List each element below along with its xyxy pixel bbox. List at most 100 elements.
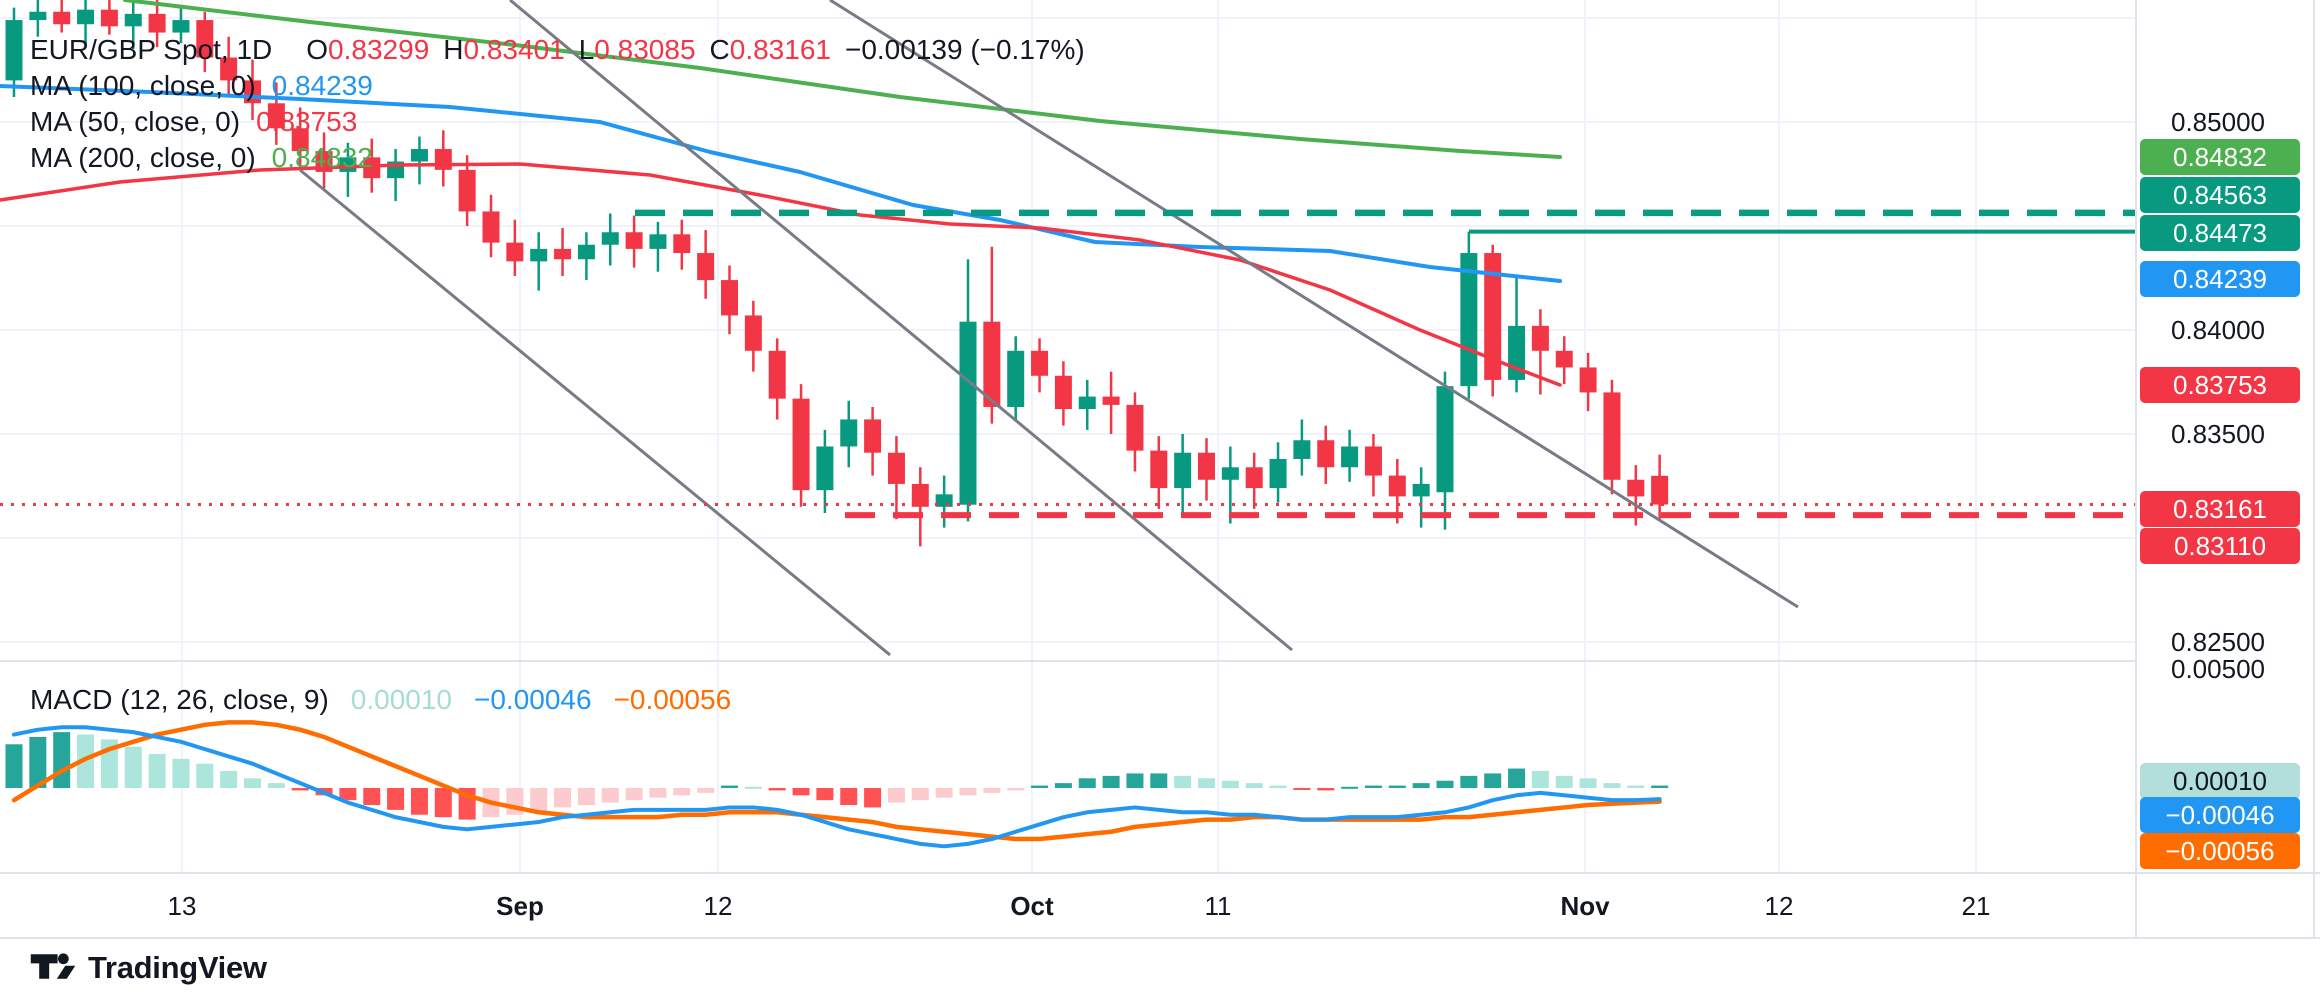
macd-hist-bar [196, 763, 214, 788]
candle [1651, 454, 1669, 521]
trendline[interactable] [299, 168, 891, 657]
symbol-legend-row[interactable]: EUR/GBP Spot, 1D O 0.83299 H 0.83401 L 0.83… [30, 34, 1085, 70]
ma100-value: 0.84239 [271, 70, 373, 101]
macd-legend-row[interactable]: MACD (12, 26, close, 9) 0.00010 −0.00046… [30, 684, 753, 716]
macd-hist-bar [1054, 783, 1072, 788]
candle [792, 384, 810, 507]
macd-hist-bar [1031, 785, 1049, 788]
price-axis-label: 0.82500 [2171, 627, 2265, 657]
macd-hist-bar [1531, 770, 1549, 788]
macd-hist-bar [673, 788, 691, 796]
macd-hist-bar [5, 744, 23, 788]
macd-hist-bar [911, 788, 929, 801]
macd-hist-value: 0.00010 [350, 684, 452, 715]
candle [267, 82, 285, 145]
candle [220, 36, 238, 98]
tradingview-attribution[interactable]: TradingView [30, 948, 267, 988]
candle [5, 7, 23, 98]
macd-hist-bar [1555, 775, 1573, 788]
macd-hist-bar [1341, 786, 1359, 789]
ma50-value: 0.83753 [256, 106, 358, 137]
candle [1436, 371, 1454, 530]
candle [53, 0, 71, 33]
macd-hist-bar [840, 788, 858, 806]
macd-hist-bar [172, 758, 190, 788]
macd-hist-bar [649, 788, 667, 798]
macd-hist-bar [1126, 773, 1144, 788]
macd-hist-bar [864, 788, 882, 808]
candle [148, 0, 166, 48]
macd-hist-bar [267, 783, 285, 788]
macd-signal-value: −0.00056 [613, 684, 732, 715]
macd-hist-bar [339, 788, 357, 801]
candle [1484, 244, 1502, 397]
candle [100, 0, 118, 35]
tradingview-logo-text: TradingView [88, 950, 267, 985]
candle [1031, 338, 1049, 393]
macd-hist-bar [625, 788, 643, 801]
time-axis-label: 13 [168, 891, 197, 921]
macd-hist-bar [1102, 775, 1120, 788]
macd-hist-bar [363, 788, 381, 806]
candle [1221, 446, 1239, 524]
candle [1603, 379, 1621, 495]
high-label: H [443, 34, 464, 65]
macd-hist-bar [434, 788, 452, 818]
time-axis-label: Oct [1010, 891, 1054, 921]
macd-line-value: −0.00046 [474, 684, 592, 715]
ma100-legend-row[interactable]: MA (100, close, 0) 0.84239 [30, 70, 1085, 106]
candle [911, 467, 929, 547]
macd-hist-bar [1221, 780, 1239, 788]
candle [1364, 434, 1382, 497]
candle [721, 265, 738, 335]
macd-line [12, 725, 1662, 849]
candle [1555, 336, 1573, 385]
macd-hist-bar [291, 788, 309, 791]
macd-hist-bar [1627, 785, 1645, 788]
symbol-title[interactable]: EUR/GBP Spot, 1D [30, 34, 273, 65]
macd-hist-bar [1293, 788, 1311, 790]
macd-hist-bar [1174, 775, 1192, 788]
svg-text:−0.00046: −0.00046 [2165, 800, 2274, 830]
time-axis-label: 11 [1205, 891, 1232, 921]
candle [649, 221, 667, 272]
ma100-label: MA (100, close, 0) [30, 70, 256, 101]
svg-text:0.83161: 0.83161 [2173, 494, 2267, 524]
macd-pane [5, 732, 1669, 820]
candle [983, 246, 1001, 424]
price-axis-label: 0.84000 [2171, 315, 2265, 345]
ma200-label: MA (200, close, 0) [30, 142, 256, 173]
macd-label: MACD (12, 26, close, 9) [30, 684, 329, 715]
macd-hist-bar [1269, 785, 1287, 788]
macd-hist-bar [1651, 785, 1669, 788]
candle [697, 230, 715, 299]
candle [601, 213, 619, 266]
trendline[interactable] [829, 0, 1799, 609]
candle [29, 0, 47, 37]
low-value: 0.83085 [594, 34, 696, 65]
macd-hist-bar [721, 785, 738, 788]
trendline[interactable] [509, 0, 1293, 652]
candle [291, 107, 309, 168]
candle [410, 136, 428, 185]
ma50-legend-row[interactable]: MA (50, close, 0) 0.83753 [30, 106, 1085, 142]
macd-hist-bar [792, 788, 810, 796]
macd-hist-bar [1245, 783, 1263, 788]
candle [482, 194, 500, 258]
candle [577, 232, 595, 281]
candle [887, 436, 905, 520]
time-axis-label: 21 [1962, 891, 1991, 921]
candle [458, 155, 476, 226]
candle [1508, 275, 1526, 393]
candle [625, 215, 643, 268]
open-label: O [306, 34, 329, 65]
macd-hist-bar [244, 778, 261, 788]
price-badge: 0.00010 [2140, 763, 2300, 799]
svg-text:0.83110: 0.83110 [2174, 531, 2266, 561]
macd-hist-bar [768, 788, 786, 791]
legend: EUR/GBP Spot, 1D O 0.83299 H 0.83401 L 0.83… [30, 34, 1085, 178]
ma200-legend-row[interactable]: MA (200, close, 0) 0.84832 [30, 142, 1085, 178]
time-axis[interactable]: 13 Sep 12 Oct 11 Nov 12 21 [168, 891, 1991, 921]
